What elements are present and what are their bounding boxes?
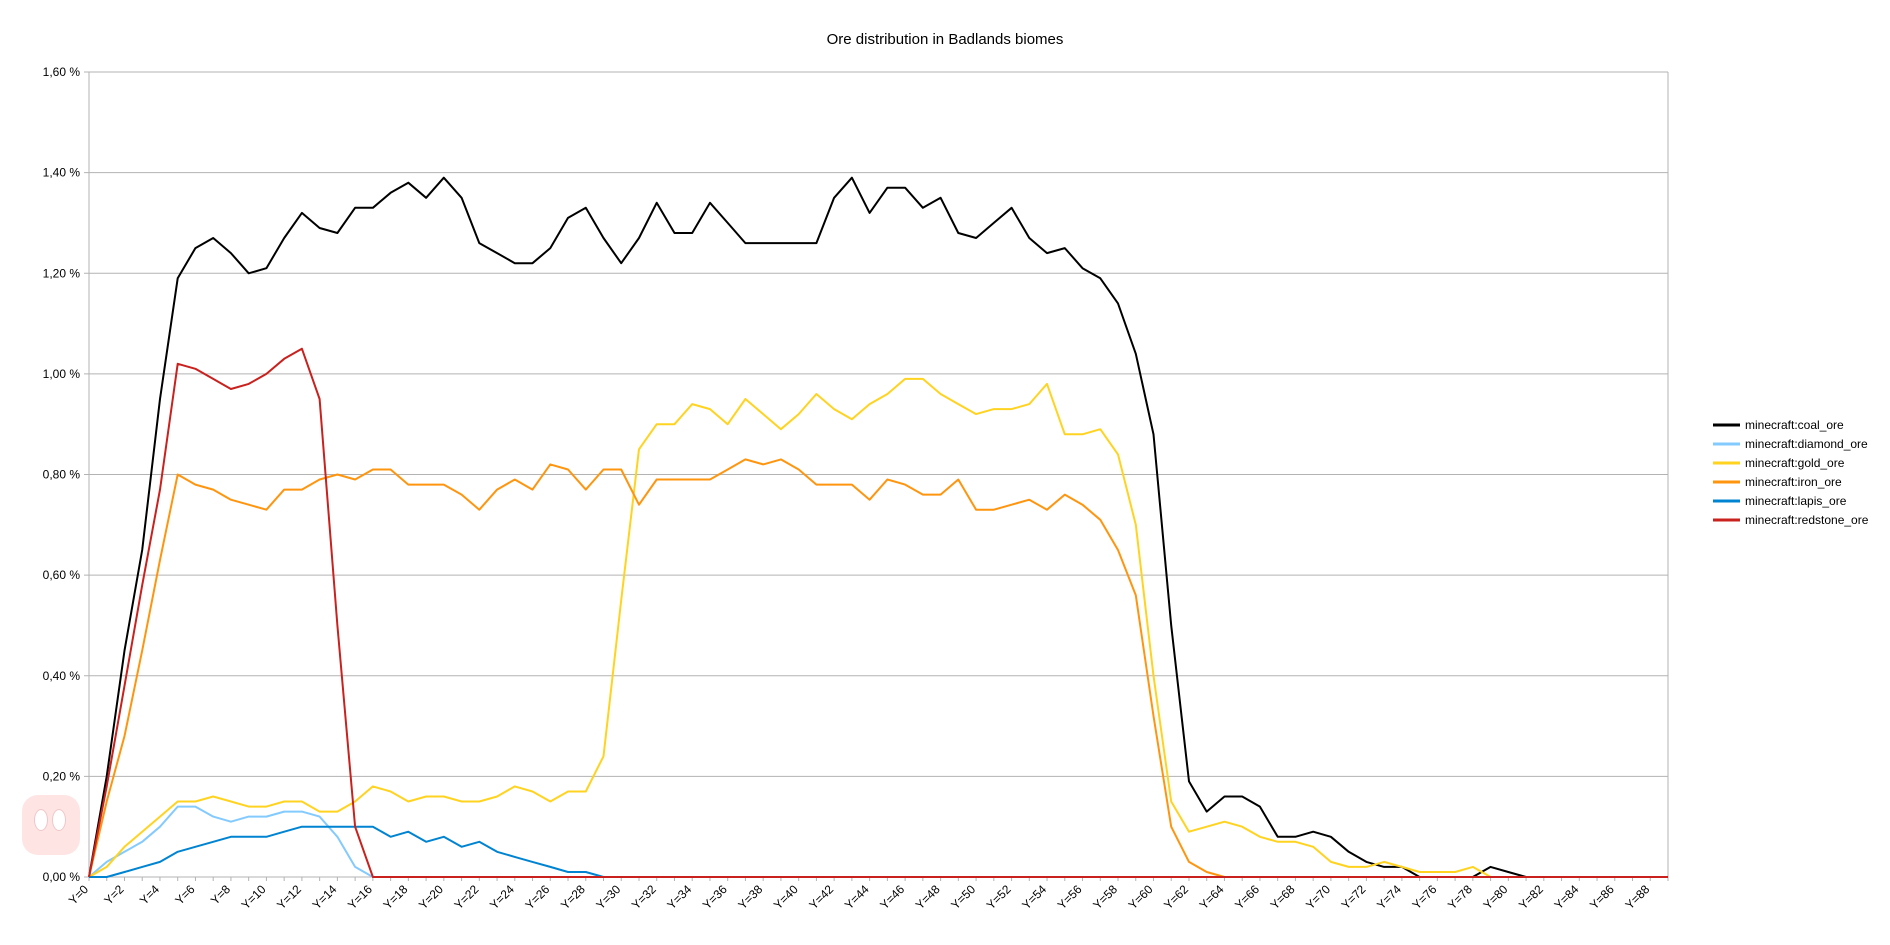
x-tick-label: Y=20 bbox=[416, 882, 446, 912]
x-tick-label: Y=52 bbox=[984, 882, 1014, 912]
chart-title: Ore distribution in Badlands biomes bbox=[827, 31, 1064, 48]
legend-label-lapis-ore: minecraft:lapis_ore bbox=[1745, 494, 1847, 508]
x-tick-label: Y=18 bbox=[381, 882, 411, 912]
x-tick-label: Y=80 bbox=[1480, 882, 1510, 912]
x-tick-label: Y=82 bbox=[1516, 882, 1546, 912]
y-axis-ticks: 0,00 % 0,20 % 0,40 % 0,60 % 0,80 % 1,00 % 1,20… bbox=[43, 65, 81, 884]
x-tick-label: Y=30 bbox=[593, 882, 623, 912]
x-tick-label: Y=46 bbox=[877, 882, 907, 912]
x-tick-label: Y=4 bbox=[137, 882, 162, 907]
x-tick-label: Y=6 bbox=[172, 882, 197, 907]
y-tick-label: 0,20 % bbox=[43, 769, 81, 783]
x-tick-label: Y=84 bbox=[1551, 882, 1581, 912]
watermark-eye-left bbox=[34, 809, 48, 831]
y-tick-label: 0,80 % bbox=[43, 468, 81, 482]
y-tick-label: 1,40 % bbox=[43, 166, 81, 180]
x-tick-label: Y=36 bbox=[700, 882, 730, 912]
x-tick-label: Y=58 bbox=[1090, 882, 1120, 912]
y-tick-label: 0,00 % bbox=[43, 870, 81, 884]
x-tick-label: Y=54 bbox=[1019, 882, 1049, 912]
x-tick-label: Y=34 bbox=[664, 882, 694, 912]
x-tick-label: Y=28 bbox=[558, 882, 588, 912]
x-tick-label: Y=10 bbox=[239, 882, 269, 912]
x-tick-label: Y=60 bbox=[1126, 882, 1156, 912]
series-line-iron-ore bbox=[88, 458, 1668, 878]
x-tick-label: Y=22 bbox=[451, 882, 481, 912]
series-line-gold-ore bbox=[88, 377, 1668, 878]
legend: minecraft:coal_ore minecraft:diamond_orem… bbox=[1713, 418, 1869, 527]
series-line-redstone-ore bbox=[88, 347, 1668, 878]
x-tick-label: Y=86 bbox=[1587, 882, 1617, 912]
x-tick-label: Y=14 bbox=[310, 882, 340, 912]
watermark-eye-right bbox=[52, 809, 66, 831]
x-tick-label: Y=38 bbox=[735, 882, 765, 912]
x-tick-label: Y=64 bbox=[1197, 882, 1227, 912]
gridlines bbox=[84, 71, 1669, 881]
x-tick-label: Y=76 bbox=[1410, 882, 1440, 912]
legend-label-coal-ore: minecraft:coal_ore bbox=[1745, 418, 1844, 432]
legend-label-gold-ore: minecraft:gold_ore bbox=[1745, 456, 1845, 470]
x-tick-label: Y=50 bbox=[948, 882, 978, 912]
x-tick-label: Y=48 bbox=[913, 882, 943, 912]
series-line-coal-ore bbox=[88, 176, 1668, 878]
x-tick-label: Y=12 bbox=[274, 882, 304, 912]
x-tick-label: Y=88 bbox=[1622, 882, 1652, 912]
legend-label-diamond-ore: minecraft:diamond_ore bbox=[1745, 437, 1868, 451]
x-tick-label: Y=68 bbox=[1268, 882, 1298, 912]
series-line-diamond-ore bbox=[88, 805, 1668, 878]
x-tick-label: Y=24 bbox=[487, 882, 517, 912]
x-tick-label: Y=72 bbox=[1339, 882, 1369, 912]
series-line-lapis-ore bbox=[89, 825, 1668, 878]
x-tick-label: Y=32 bbox=[629, 882, 659, 912]
x-tick-label: Y=8 bbox=[208, 882, 233, 907]
x-tick-label: Y=16 bbox=[345, 882, 375, 912]
x-tick-label: Y=26 bbox=[522, 882, 552, 912]
x-tick-label: Y=42 bbox=[806, 882, 836, 912]
x-axis-ticks: Y=0 Y=2 Y=4 Y=6 Y=8 Y=10 Y=12 Y=14 Y=16 Y=18 Y=20 Y… bbox=[66, 882, 1653, 912]
x-tick-label: Y=74 bbox=[1374, 882, 1404, 912]
y-tick-label: 1,20 % bbox=[43, 266, 81, 280]
x-tick-label: Y=2 bbox=[101, 882, 126, 907]
x-tick-label: Y=56 bbox=[1055, 882, 1085, 912]
watermark-logo bbox=[22, 795, 80, 855]
legend-label-iron-ore: minecraft:iron_ore bbox=[1745, 475, 1842, 489]
y-tick-label: 1,60 % bbox=[43, 65, 81, 79]
x-tick-label: Y=44 bbox=[842, 882, 872, 912]
x-tick-label: Y=78 bbox=[1445, 882, 1475, 912]
x-tick-label: Y=0 bbox=[66, 882, 91, 907]
y-tick-label: 0,40 % bbox=[43, 669, 81, 683]
y-tick-label: 1,00 % bbox=[43, 367, 81, 381]
x-tick-label: Y=62 bbox=[1161, 882, 1191, 912]
x-tick-label: Y=40 bbox=[771, 882, 801, 912]
legend-label-redstone-ore: minecraft:redstone_ore bbox=[1745, 513, 1869, 527]
x-tick-label: Y=66 bbox=[1232, 882, 1262, 912]
x-tick-label: Y=70 bbox=[1303, 882, 1333, 912]
y-tick-label: 0,60 % bbox=[43, 568, 81, 582]
series-lines bbox=[88, 176, 1668, 878]
